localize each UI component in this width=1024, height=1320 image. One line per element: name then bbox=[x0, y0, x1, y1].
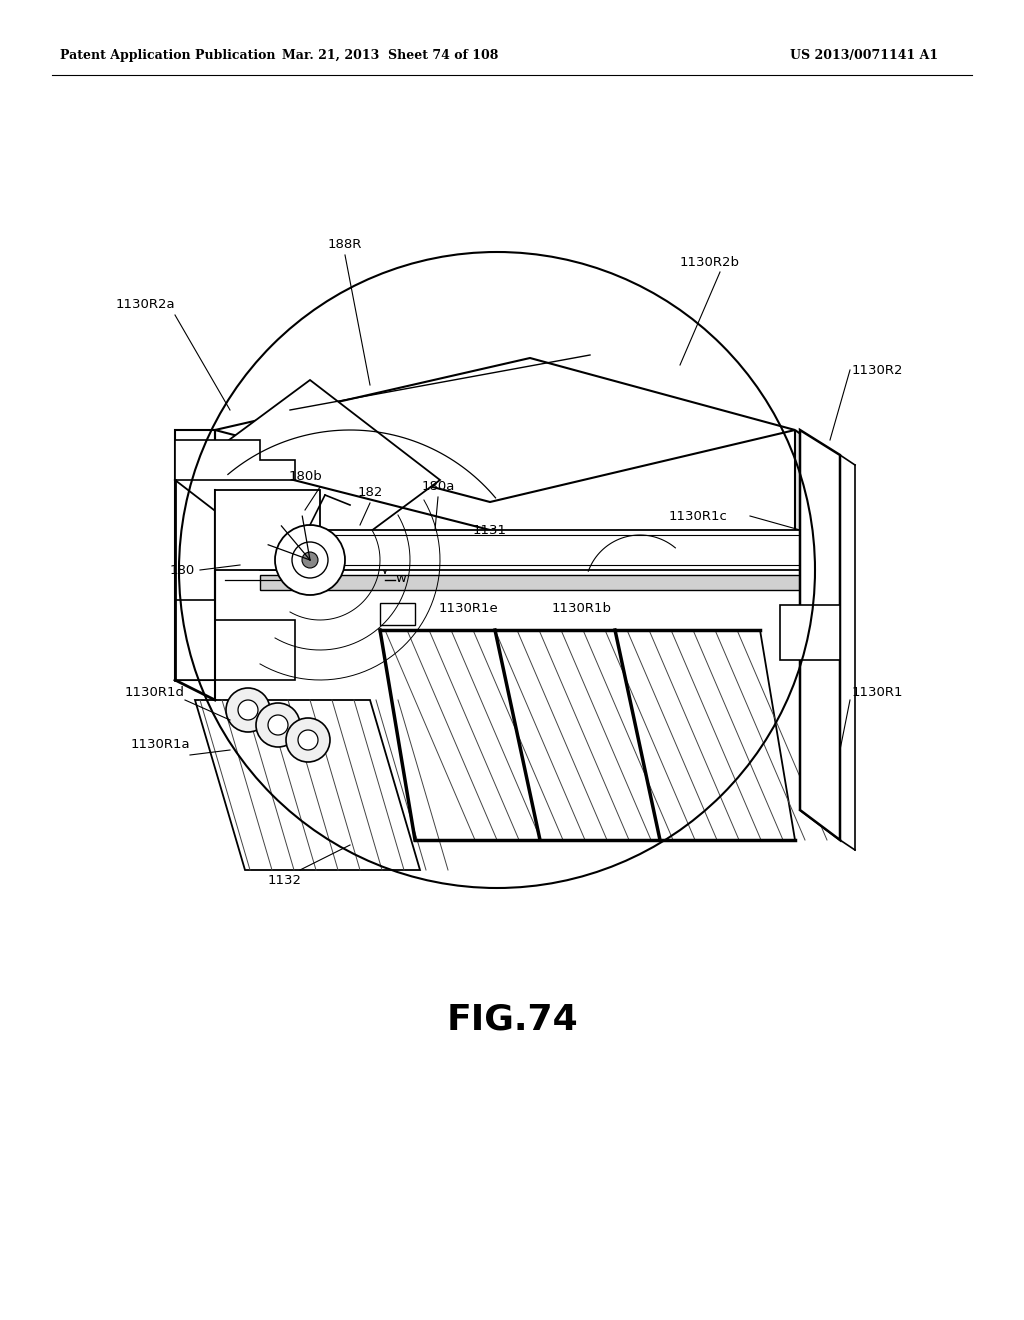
Text: 182: 182 bbox=[357, 487, 383, 499]
Polygon shape bbox=[175, 601, 295, 680]
Text: 180: 180 bbox=[170, 564, 195, 577]
Circle shape bbox=[275, 525, 345, 595]
Text: 1130R1a: 1130R1a bbox=[130, 738, 189, 751]
Text: 1130R2: 1130R2 bbox=[852, 363, 903, 376]
Text: Mar. 21, 2013  Sheet 74 of 108: Mar. 21, 2013 Sheet 74 of 108 bbox=[282, 49, 499, 62]
Circle shape bbox=[238, 700, 258, 719]
Text: w: w bbox=[395, 573, 406, 586]
Text: 188R: 188R bbox=[328, 239, 362, 252]
Polygon shape bbox=[800, 430, 840, 840]
Text: 180a: 180a bbox=[421, 480, 455, 494]
Polygon shape bbox=[215, 490, 319, 590]
Text: 1130R2b: 1130R2b bbox=[680, 256, 740, 268]
Polygon shape bbox=[795, 430, 830, 560]
Polygon shape bbox=[175, 440, 295, 480]
Polygon shape bbox=[230, 510, 830, 570]
Circle shape bbox=[226, 688, 270, 733]
Circle shape bbox=[298, 730, 318, 750]
Polygon shape bbox=[175, 380, 440, 579]
Polygon shape bbox=[175, 430, 215, 680]
Text: US 2013/0071141 A1: US 2013/0071141 A1 bbox=[790, 49, 938, 62]
Text: 1130R1d: 1130R1d bbox=[125, 686, 185, 700]
Circle shape bbox=[286, 718, 330, 762]
Polygon shape bbox=[195, 700, 420, 870]
Circle shape bbox=[256, 704, 300, 747]
Polygon shape bbox=[380, 630, 795, 840]
Circle shape bbox=[268, 715, 288, 735]
Text: 1130R1: 1130R1 bbox=[852, 686, 903, 700]
Text: 1131: 1131 bbox=[473, 524, 507, 536]
Text: 1130R1c: 1130R1c bbox=[669, 510, 727, 523]
Text: 1132: 1132 bbox=[268, 874, 302, 887]
Circle shape bbox=[292, 543, 328, 578]
Polygon shape bbox=[380, 603, 415, 624]
Text: FIG.74: FIG.74 bbox=[446, 1003, 578, 1038]
Polygon shape bbox=[215, 358, 795, 502]
Text: Patent Application Publication: Patent Application Publication bbox=[60, 49, 275, 62]
Text: 1130R1b: 1130R1b bbox=[552, 602, 612, 615]
Text: 180b: 180b bbox=[288, 470, 322, 483]
Polygon shape bbox=[780, 605, 840, 660]
Polygon shape bbox=[260, 576, 800, 590]
Circle shape bbox=[302, 552, 318, 568]
Text: 1130R1e: 1130R1e bbox=[438, 602, 498, 615]
Text: 1130R2a: 1130R2a bbox=[115, 298, 175, 312]
